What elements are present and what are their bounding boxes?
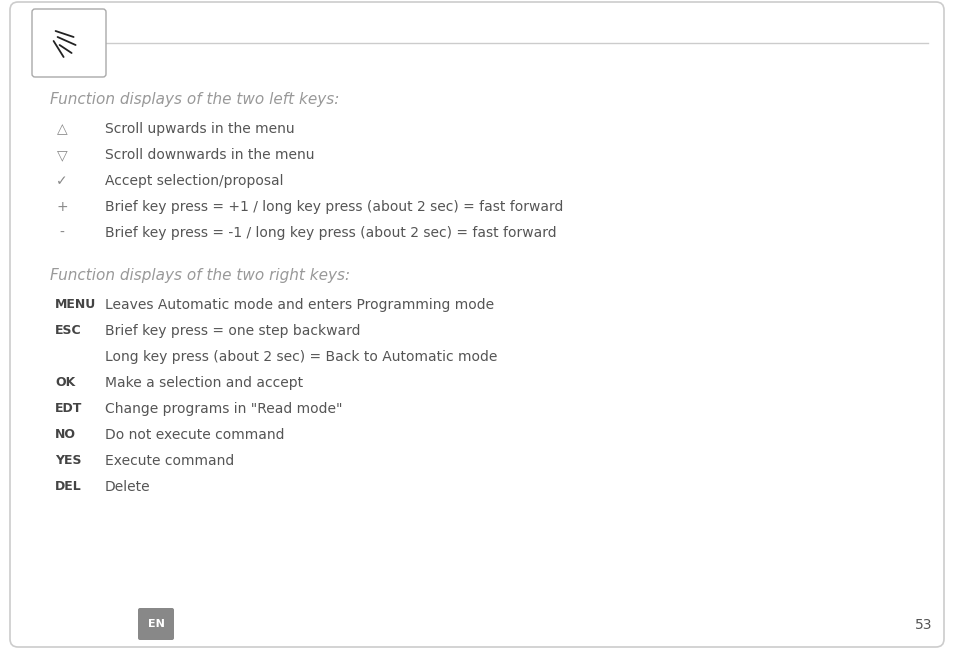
Text: Delete: Delete [105, 480, 151, 494]
FancyBboxPatch shape [138, 608, 173, 640]
Text: OK: OK [55, 376, 75, 389]
Text: ESC: ESC [55, 324, 82, 337]
Text: Function displays of the two right keys:: Function displays of the two right keys: [50, 268, 350, 283]
Text: DEL: DEL [55, 480, 82, 493]
Text: Function displays of the two left keys:: Function displays of the two left keys: [50, 92, 339, 107]
Text: 53: 53 [914, 618, 931, 632]
Text: Change programs in "Read mode": Change programs in "Read mode" [105, 402, 342, 416]
Text: Brief key press = +1 / long key press (about 2 sec) = fast forward: Brief key press = +1 / long key press (a… [105, 200, 563, 214]
Text: Brief key press = -1 / long key press (about 2 sec) = fast forward: Brief key press = -1 / long key press (a… [105, 226, 556, 240]
Text: -: - [59, 226, 65, 240]
Text: NO: NO [55, 428, 76, 441]
Text: Accept selection/proposal: Accept selection/proposal [105, 174, 283, 188]
Text: +: + [56, 200, 68, 214]
Text: EDT: EDT [55, 402, 82, 415]
Text: △: △ [56, 122, 68, 136]
Text: Scroll upwards in the menu: Scroll upwards in the menu [105, 122, 294, 136]
Text: ✓: ✓ [56, 174, 68, 188]
Text: Make a selection and accept: Make a selection and accept [105, 376, 303, 390]
Text: Leaves Automatic mode and enters Programming mode: Leaves Automatic mode and enters Program… [105, 298, 494, 312]
Text: MENU: MENU [55, 298, 96, 311]
Text: ▽: ▽ [56, 148, 68, 162]
Text: EN: EN [148, 619, 164, 629]
Text: Brief key press = one step backward: Brief key press = one step backward [105, 324, 360, 338]
FancyBboxPatch shape [32, 9, 106, 77]
Text: Scroll downwards in the menu: Scroll downwards in the menu [105, 148, 314, 162]
Text: Long key press (about 2 sec) = Back to Automatic mode: Long key press (about 2 sec) = Back to A… [105, 350, 497, 364]
Text: YES: YES [55, 454, 81, 467]
Text: Do not execute command: Do not execute command [105, 428, 284, 442]
Text: Execute command: Execute command [105, 454, 234, 468]
